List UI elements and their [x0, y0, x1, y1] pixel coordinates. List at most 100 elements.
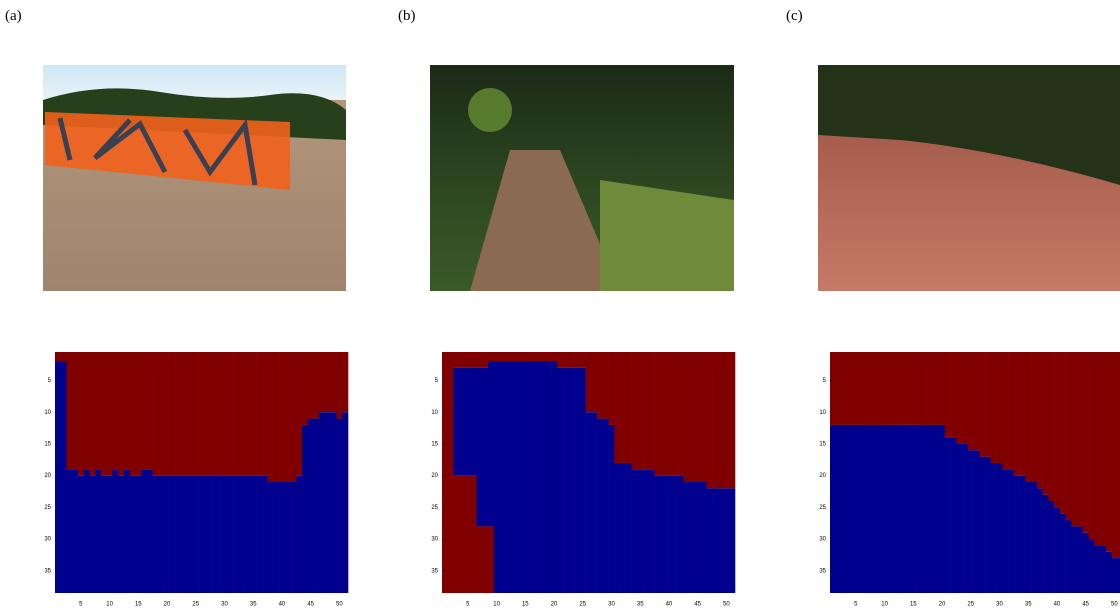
cell-middle [101, 476, 107, 593]
cell-upper [724, 352, 730, 488]
cell-middle [314, 419, 320, 593]
cell-upper [342, 352, 348, 412]
y-tick-label: 5 [435, 378, 439, 384]
cell-upper [609, 352, 615, 425]
cell-upper [273, 352, 279, 482]
cell-middle [701, 482, 707, 593]
cell-middle [250, 476, 256, 593]
x-tick-label: 45 [307, 602, 314, 608]
cell-upper [488, 352, 494, 362]
cell-middle [1066, 520, 1072, 593]
cell-upper [72, 352, 78, 469]
cell-upper [1048, 352, 1054, 501]
y-tick-label: 25 [431, 505, 438, 511]
cell-upper [204, 352, 210, 476]
cell-upper [864, 352, 870, 425]
x-tick-label: 15 [522, 602, 529, 608]
x-tick-label: 10 [493, 602, 500, 608]
cell-upper [296, 352, 302, 476]
cell-upper [928, 352, 934, 425]
cell-upper [956, 352, 962, 444]
cell-middle [1031, 482, 1037, 593]
cell-middle [1071, 526, 1077, 593]
cell-upper [540, 352, 546, 362]
cell-upper [899, 352, 905, 425]
cell-upper [1008, 352, 1014, 469]
cell-middle [933, 425, 939, 593]
cell-upper [118, 352, 124, 476]
cell-middle [176, 476, 182, 593]
cell-middle [187, 476, 193, 593]
cell-upper [882, 352, 888, 425]
cell-middle [678, 476, 684, 593]
x-tick-label: 40 [1054, 602, 1061, 608]
cell-upper [442, 352, 448, 593]
x-tick-label: 30 [608, 602, 615, 608]
cell-upper [199, 352, 205, 476]
cell-middle [164, 476, 170, 593]
x-tick-label: 25 [579, 602, 586, 608]
cell-middle [922, 425, 928, 593]
cell-upper [905, 352, 911, 425]
x-tick-label: 15 [135, 602, 142, 608]
cell-middle [1060, 514, 1066, 593]
cell-upper [302, 352, 308, 425]
cell-middle [268, 482, 274, 593]
cell-middle [649, 469, 655, 593]
cell-upper [262, 352, 268, 476]
heatmap [442, 352, 735, 593]
cell-middle [66, 469, 72, 593]
cell-upper [701, 352, 707, 482]
cell-upper [933, 352, 939, 425]
cell-middle [724, 488, 730, 593]
cell-middle [465, 368, 471, 476]
cell-middle [239, 476, 245, 593]
cell-upper [695, 352, 701, 482]
cell-upper [325, 352, 331, 412]
cell-upper [61, 352, 67, 362]
cell-upper [517, 352, 523, 362]
cell-upper [847, 352, 853, 425]
cell-middle [729, 488, 735, 593]
cell-upper [991, 352, 997, 463]
cell-lower [471, 476, 477, 593]
y-tick-label: 15 [819, 442, 826, 448]
cell-upper [1054, 352, 1060, 507]
cell-middle [568, 368, 574, 593]
cell-upper [107, 352, 113, 476]
cell-middle [853, 425, 859, 593]
cell-middle [78, 476, 84, 593]
cell-upper [614, 352, 620, 463]
cell-middle [181, 476, 187, 593]
cell-middle [847, 425, 853, 593]
cell-lower [482, 526, 488, 593]
cell-middle [626, 463, 632, 593]
cell-middle [991, 463, 997, 593]
cell-middle [864, 425, 870, 593]
cell-middle [107, 476, 113, 593]
y-tick-label: 30 [819, 537, 826, 543]
cell-upper [465, 352, 471, 368]
cell-middle [945, 438, 951, 593]
x-tick-label: 20 [164, 602, 171, 608]
cell-middle [655, 476, 661, 593]
cell-middle [319, 412, 325, 593]
cell-upper [89, 352, 95, 476]
cell-middle [459, 368, 465, 476]
cell-upper [181, 352, 187, 476]
y-tick-label: 20 [431, 473, 438, 479]
cell-upper [649, 352, 655, 469]
cell-middle [84, 469, 90, 593]
cell-middle [522, 362, 528, 593]
cell-upper [916, 352, 922, 425]
cell-upper [922, 352, 928, 425]
cell-upper [979, 352, 985, 457]
cell-middle [916, 425, 922, 593]
cell-middle [968, 450, 974, 593]
cell-upper [712, 352, 718, 488]
cell-upper [1106, 352, 1112, 552]
cell-upper [574, 352, 580, 368]
cell-middle [545, 362, 551, 593]
cell-middle [528, 362, 534, 593]
cell-upper [683, 352, 689, 482]
